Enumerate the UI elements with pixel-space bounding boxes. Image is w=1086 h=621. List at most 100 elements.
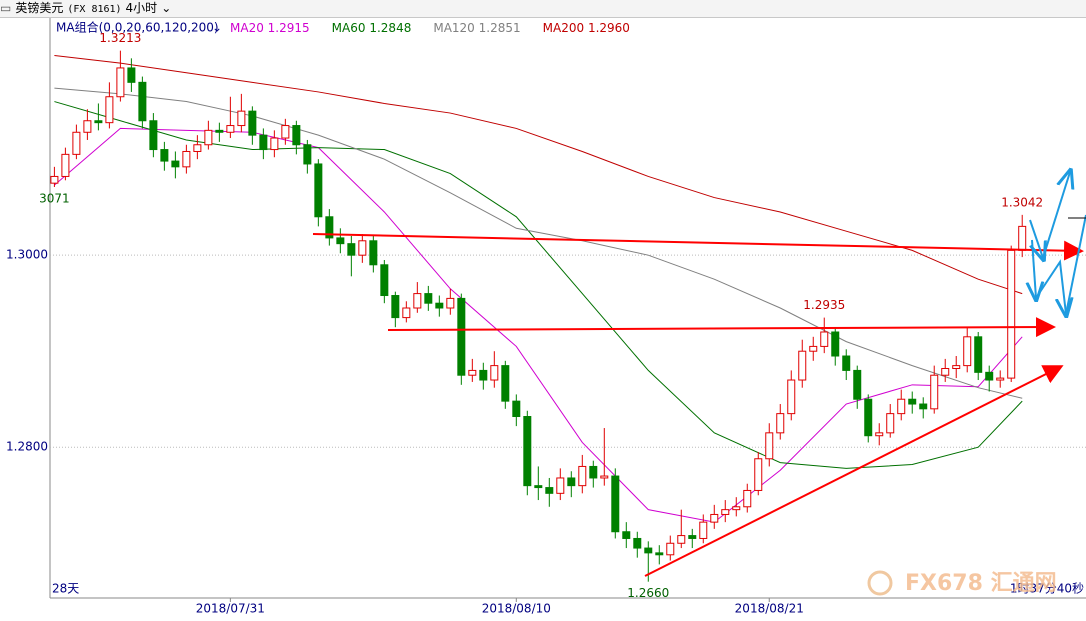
candle-body: [809, 345, 818, 352]
price-annotation: 3071: [39, 192, 70, 206]
candle-body: [94, 120, 103, 124]
legend-value: 1.2851: [479, 21, 521, 35]
candle-body: [732, 506, 741, 511]
legend-name: MA60: [332, 21, 366, 35]
forecast-line: [1042, 172, 1070, 259]
y-tick-label: 1.2800: [6, 440, 48, 454]
candle-body: [677, 535, 686, 544]
candle-body: [336, 237, 345, 245]
candle-body: [930, 374, 939, 410]
candle-body: [644, 547, 653, 554]
candle-body: [523, 416, 532, 487]
candle-body: [633, 537, 642, 549]
candle-body: [314, 163, 323, 218]
candle-body: [666, 542, 675, 556]
header: ▭ 英镑美元 (FX 8161) 4小时 ⌄: [0, 0, 1086, 18]
candle-body: [226, 125, 235, 133]
forecast-line: [1029, 219, 1043, 258]
legend-value: 1.2960: [588, 21, 630, 35]
candle-body: [182, 150, 191, 168]
watermark-logo: [867, 570, 893, 596]
candle-body: [193, 144, 202, 152]
candle-body: [699, 521, 708, 539]
right-footer: 1时37分40秒: [1010, 582, 1084, 596]
candle-body: [710, 513, 719, 523]
candle-body: [347, 243, 356, 256]
x-tick-label: 2018/08/10: [482, 602, 551, 616]
legend-value: 1.2848: [369, 21, 411, 35]
candle-body: [281, 125, 290, 139]
legend-entry: MA200 1.2960: [543, 21, 630, 35]
candle-body: [600, 475, 609, 479]
candle-body: [171, 160, 180, 168]
candle-body: [204, 129, 213, 146]
period[interactable]: 4小时: [125, 1, 158, 15]
candle-body: [435, 302, 444, 309]
price-annotation: 1.3213: [99, 31, 141, 45]
icon: ▭: [0, 1, 12, 15]
candle-body: [743, 489, 752, 508]
period-toggle[interactable]: ⌄: [161, 1, 172, 15]
candle-body: [468, 369, 477, 376]
candle-body: [688, 535, 697, 539]
candle-body: [303, 144, 312, 165]
candle-body: [622, 531, 631, 539]
forecast-line: [1035, 259, 1066, 314]
price-annotation: 1.2660: [627, 586, 669, 600]
candle-body: [292, 125, 301, 146]
candle-body: [721, 509, 730, 515]
candle-body: [897, 398, 906, 415]
candle-body: [985, 371, 994, 381]
candle-body: [380, 264, 389, 297]
candle-body: [1018, 225, 1027, 251]
candle-body: [160, 149, 169, 162]
candle-body: [402, 307, 411, 319]
candle-body: [853, 369, 862, 400]
candle-body: [215, 129, 224, 133]
candle-body: [864, 398, 873, 437]
candle-body: [446, 297, 455, 309]
candle-body: [424, 293, 433, 304]
ma-line: [54, 54, 1023, 295]
legend-name: MA20: [230, 21, 264, 35]
candle-body: [116, 67, 125, 98]
candle-body: [270, 137, 279, 151]
trend-line: [387, 317, 1056, 338]
candle-body: [50, 175, 59, 184]
forecast-line: [1065, 214, 1086, 315]
candle-body: [875, 432, 884, 437]
candle-body: [83, 120, 92, 133]
candle-body: [941, 367, 950, 376]
price-annotation: 1.3042: [1001, 195, 1043, 209]
candle-body: [545, 487, 554, 494]
y-tick-label: 1.3000: [6, 248, 48, 262]
candle-body: [765, 432, 774, 460]
candle-body: [798, 350, 807, 381]
candle-body: [820, 331, 829, 347]
code: (FX 8161): [67, 4, 122, 15]
legend-entry: MA20 1.2915: [230, 21, 310, 35]
candle-body: [974, 336, 983, 373]
candle-body: [237, 110, 246, 127]
candle-body: [578, 465, 587, 487]
chart: 1.3000 1.2800 2018/07/31 2018/08/10 2018/08/…: [6, 18, 1086, 616]
indicator-name[interactable]: MA组合(0,0,20,60,120,200): [56, 20, 219, 35]
candle-body: [567, 477, 576, 487]
candle-body: [501, 365, 510, 402]
candle-body: [127, 67, 136, 83]
candle-body: [490, 365, 499, 381]
candle-body: [589, 465, 598, 479]
legend-name: MA200: [543, 21, 584, 35]
candle-body: [611, 475, 620, 533]
title: 英镑美元: [15, 1, 64, 15]
candle-body: [138, 81, 147, 122]
candle-body: [391, 295, 400, 319]
trend-line: [312, 233, 1084, 261]
candle-body: [72, 131, 81, 155]
x-tick-label: 2018/07/31: [196, 602, 265, 616]
candle-body: [259, 134, 268, 151]
ma-line: [54, 101, 1023, 469]
indicator-toggle[interactable]: ⌄: [212, 21, 222, 35]
x-tick-label: 2018/08/21: [735, 602, 804, 616]
